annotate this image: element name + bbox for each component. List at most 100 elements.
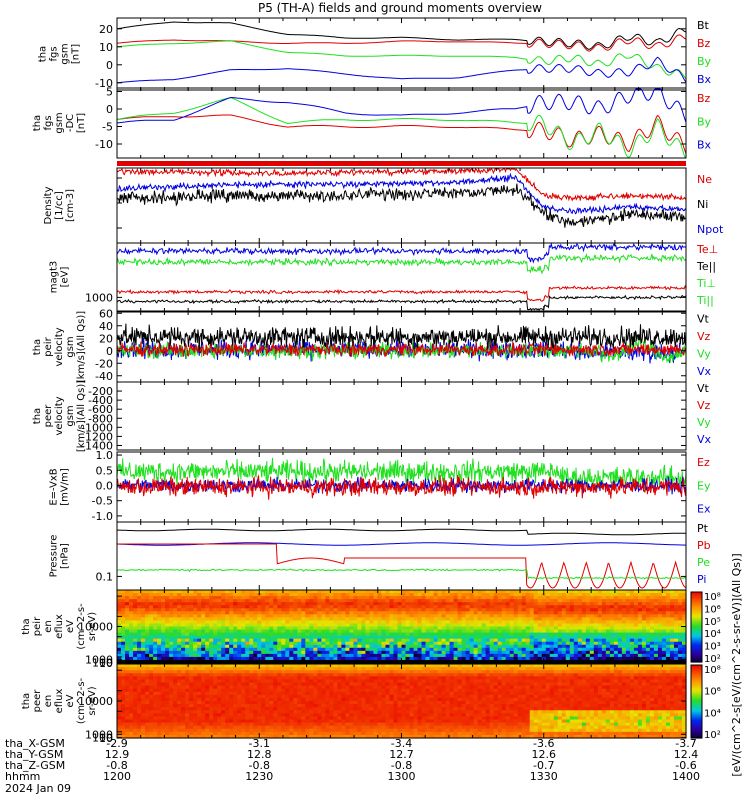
spec-cell: [657, 608, 663, 612]
spec-cell: [353, 632, 359, 637]
spec-cell: [413, 632, 419, 637]
spec-cell: [613, 644, 619, 649]
spec-cell: [533, 596, 539, 600]
spec-cell: [185, 647, 190, 652]
spec-cell: [133, 650, 138, 655]
spec-cell: [133, 632, 138, 637]
spec-cell: [233, 629, 238, 634]
spec-cell: [553, 629, 559, 634]
spec-cell: [173, 602, 178, 606]
spec-cell: [173, 641, 178, 646]
spec-cell: [613, 599, 619, 603]
spec-cell: [181, 731, 186, 736]
spec-cell: [437, 605, 443, 609]
spec-cell: [157, 734, 162, 739]
spec-cell: [577, 611, 583, 615]
spec-cell: [473, 650, 479, 655]
spec-cell: [517, 656, 523, 661]
spec-cell: [165, 731, 170, 736]
spec-cell: [461, 623, 467, 628]
spec-cell: [145, 704, 150, 708]
spec-cell: [301, 647, 306, 652]
spec-cell: [189, 614, 194, 618]
spec-cell: [425, 593, 431, 597]
spec-cell: [509, 608, 515, 612]
spec-cell: [589, 620, 595, 625]
spec-cell: [321, 644, 326, 649]
spec-cell: [581, 632, 587, 637]
spec-cell: [545, 635, 551, 640]
spec-cell: [437, 626, 443, 631]
spec-cell: [241, 725, 246, 730]
spec-cell: [437, 608, 443, 612]
spec-cell: [161, 725, 166, 730]
spec-cell: [365, 614, 371, 618]
spec-cell: [221, 719, 226, 724]
spec-cell: [517, 605, 523, 609]
spec-cell: [581, 614, 587, 618]
spec-cell: [473, 623, 479, 628]
spec-cell: [665, 641, 671, 646]
spec-cell: [153, 611, 158, 615]
spec-cell: [589, 599, 595, 603]
spec-cell: [121, 734, 126, 739]
spec-cell: [481, 599, 487, 603]
spec-cell: [117, 667, 122, 671]
spec-cell: [321, 623, 326, 628]
spec-cell: [261, 676, 266, 681]
spec-cell: [485, 617, 491, 622]
spec-cell: [229, 664, 234, 668]
spec-cell: [149, 667, 154, 671]
spec-cell: [165, 667, 170, 671]
spec-cell: [257, 694, 262, 699]
spec-cell: [641, 617, 647, 622]
spec-cell: [401, 650, 407, 655]
spec-cell: [169, 685, 174, 690]
spec-cell: [245, 599, 250, 603]
spec-cell: [645, 632, 651, 637]
spec-cell: [177, 731, 182, 736]
spec-cell: [617, 644, 623, 649]
spec-cell: [237, 664, 242, 668]
spec-cell: [477, 620, 483, 625]
spec-cell: [209, 602, 214, 606]
spec-cell: [597, 650, 603, 655]
spec-cell: [165, 653, 170, 658]
spec-cell: [125, 664, 130, 668]
spec-cell: [341, 647, 346, 652]
spec-cell: [421, 608, 427, 612]
spec-cell: [225, 647, 230, 652]
spec-cell: [189, 713, 194, 718]
spec-cell: [673, 629, 679, 634]
spec-cell: [489, 602, 495, 606]
spec-cell: [257, 691, 262, 696]
spec-cell: [169, 697, 174, 702]
spec-cell: [593, 617, 599, 622]
spec-cell: [649, 653, 655, 658]
spec-cell: [461, 608, 467, 612]
spec-cell: [317, 647, 322, 652]
spec-cell: [673, 632, 679, 637]
spec-cell: [501, 653, 507, 658]
spec-cell: [149, 590, 154, 594]
ytick-label: -20: [95, 357, 113, 370]
spec-cell: [205, 688, 210, 693]
spec-cell: [601, 632, 607, 637]
spec-cell: [357, 602, 363, 606]
spec-cell: [657, 653, 663, 658]
spec-cell: [677, 614, 683, 618]
spec-cell: [573, 623, 579, 628]
spec-cell: [129, 605, 134, 609]
spec-cell: [237, 701, 242, 705]
spec-cell: [449, 596, 455, 600]
spec-cell: [601, 590, 607, 594]
legend-0-3: Bx: [697, 73, 712, 86]
spec-cell: [381, 605, 387, 609]
spec-cell: [217, 590, 222, 594]
spec-cell: [537, 611, 543, 615]
spec-cell: [161, 673, 166, 677]
spec-cell: [221, 638, 226, 643]
spec-cell: [669, 638, 675, 643]
spec-cell: [453, 638, 459, 643]
spec-cell: [605, 644, 611, 649]
